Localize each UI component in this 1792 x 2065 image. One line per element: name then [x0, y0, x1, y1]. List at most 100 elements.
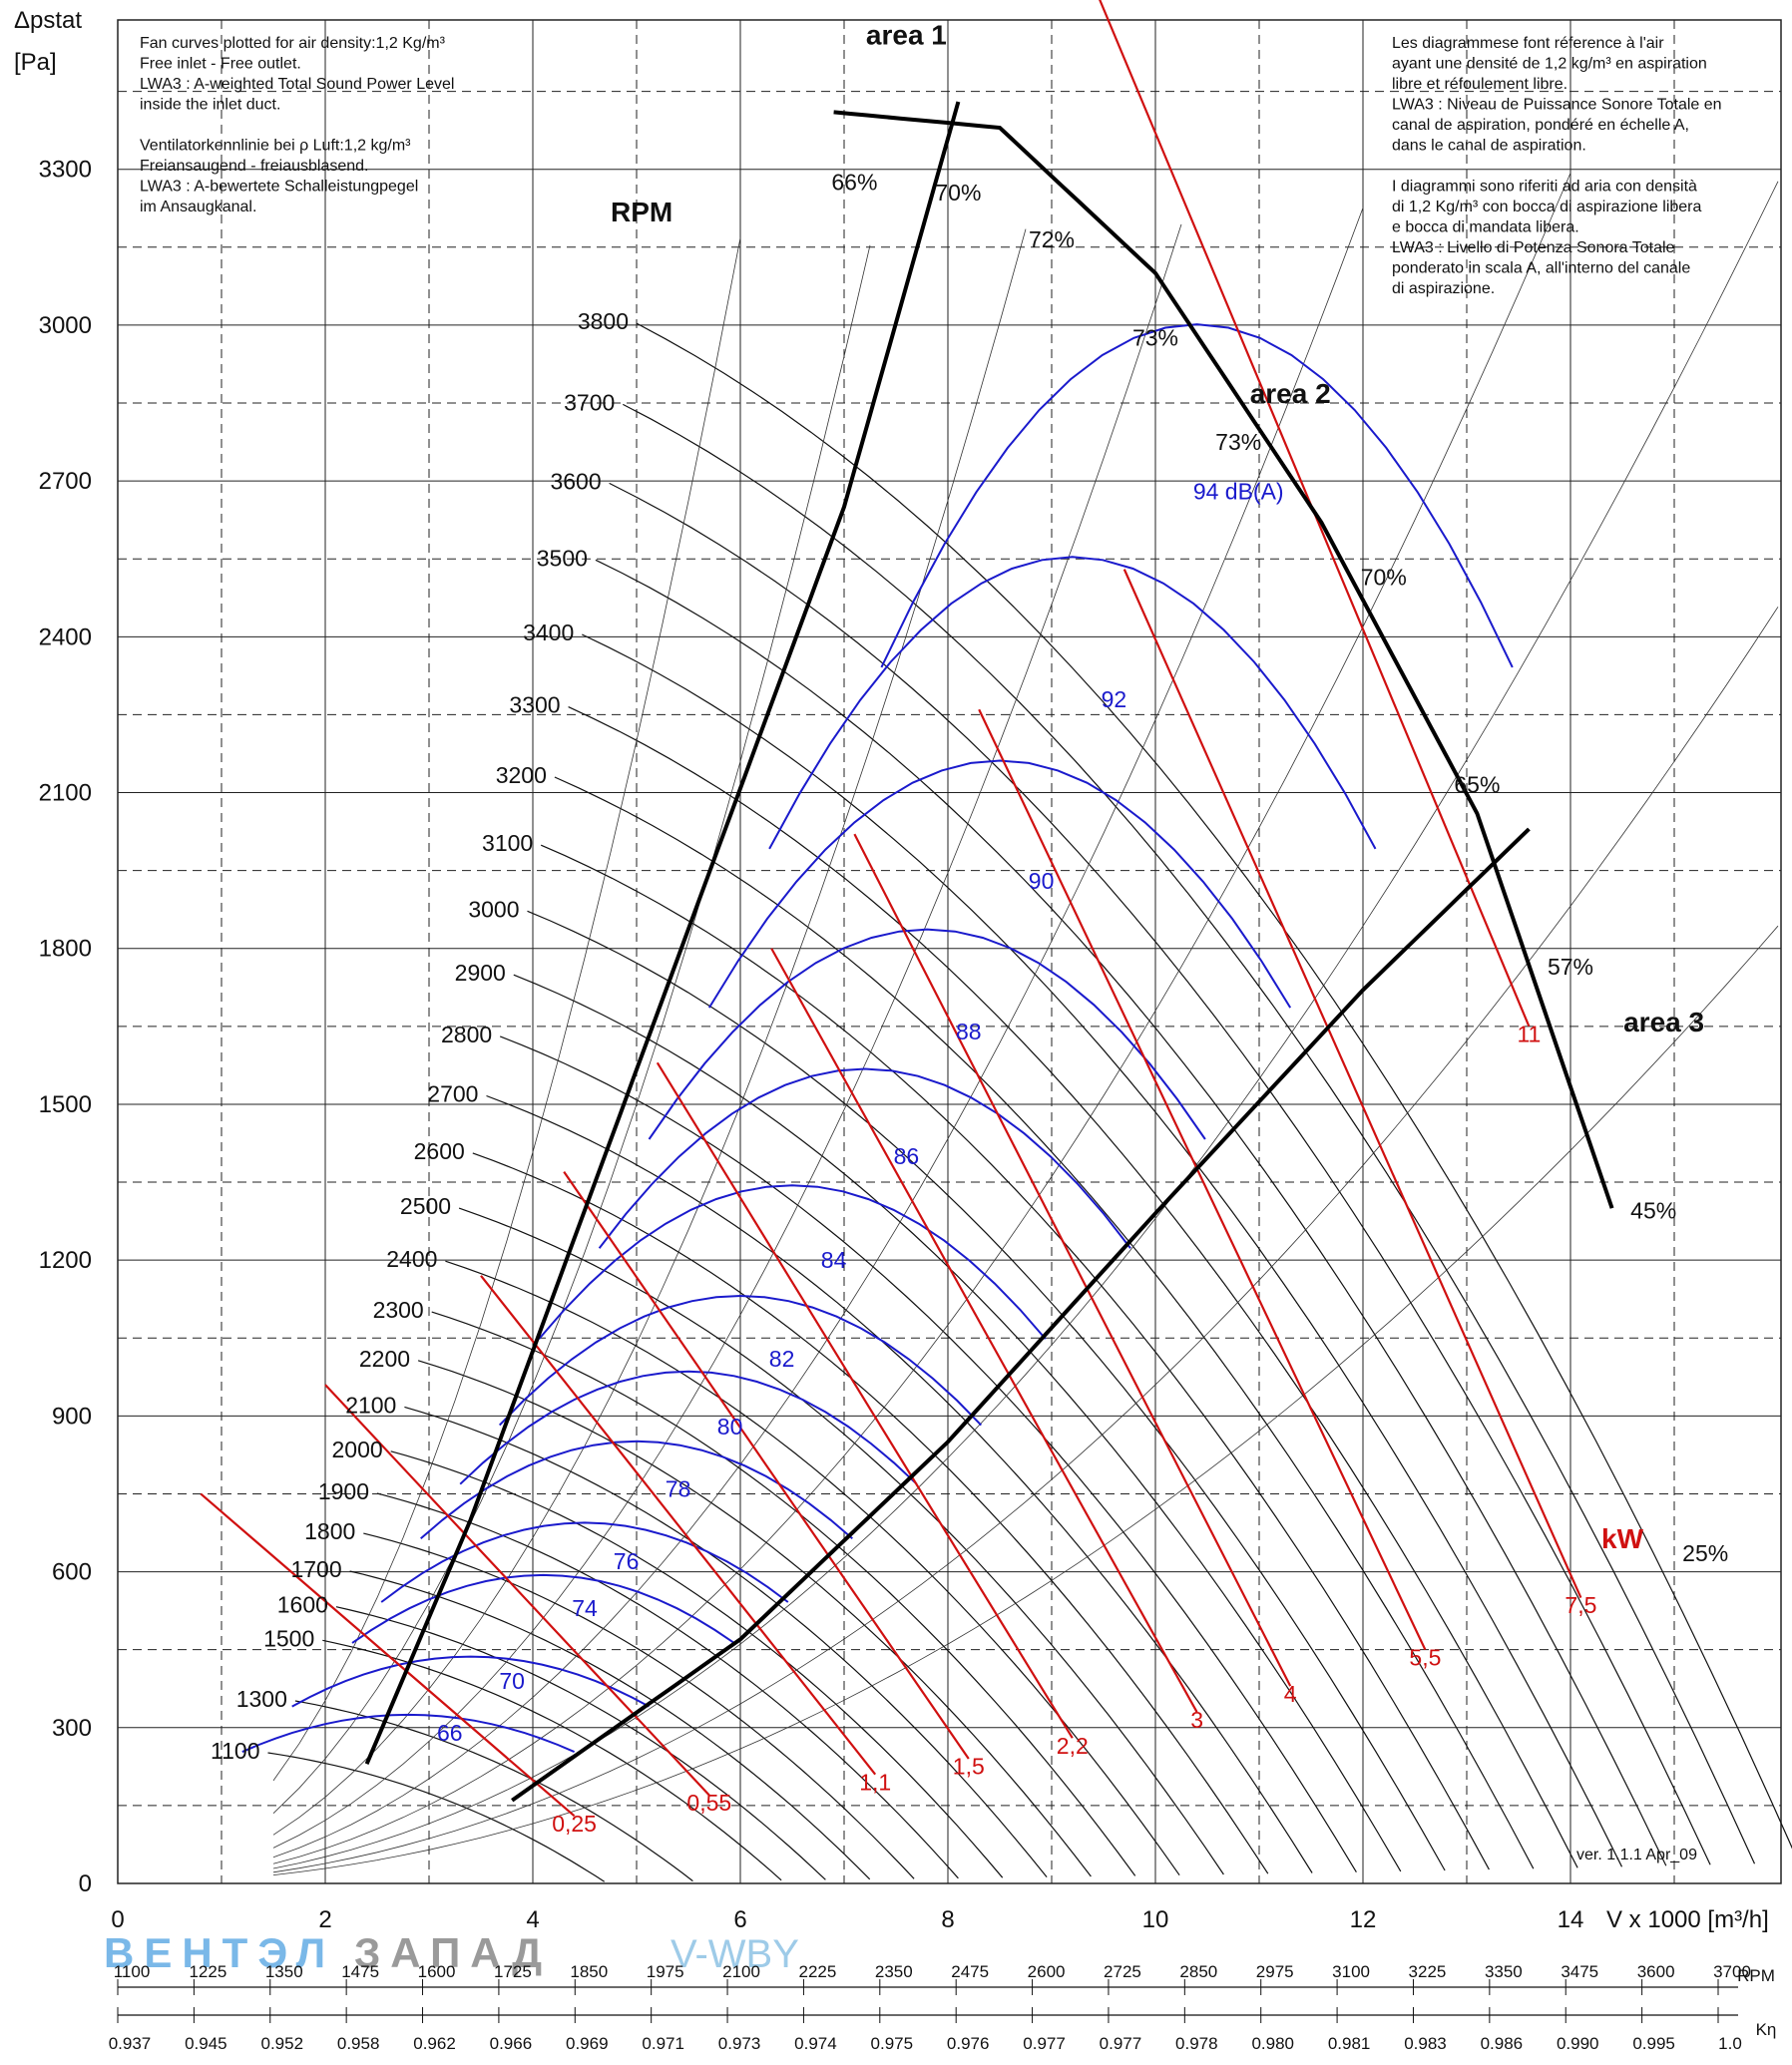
- k-scale-label: 0.977: [1023, 2034, 1066, 2053]
- k-scale-label: 0.986: [1481, 2034, 1524, 2053]
- power-label: 2,2: [1057, 1733, 1089, 1759]
- power-label: 7,5: [1565, 1592, 1596, 1618]
- rpm-label: 2000: [332, 1437, 383, 1462]
- efficiency-ray: [272, 237, 741, 1782]
- rpm-label: 2900: [455, 960, 506, 986]
- rpm-scale-label: 1850: [570, 1962, 608, 1981]
- note-line-right: LWA3 : Livello di Potenza Sonora Totale: [1392, 239, 1675, 256]
- rpm-label: 1500: [263, 1625, 314, 1651]
- rpm-scale-label: 1600: [418, 1962, 456, 1981]
- y-tick-label: 1200: [39, 1247, 92, 1274]
- rpm-label: 1900: [318, 1478, 369, 1504]
- rpm-curve: [486, 1094, 1313, 1873]
- rpm-curve: [335, 1606, 826, 1880]
- sound-level-curve: [768, 556, 1377, 850]
- note-line-right: libre et réfoulement libre.: [1392, 76, 1568, 93]
- power-line: [978, 708, 1427, 1651]
- rpm-curve: [540, 844, 1490, 1870]
- rpm-label: 3500: [537, 545, 588, 571]
- note-line-right: dans le canal de aspiration.: [1392, 138, 1586, 155]
- area-boundary-curve: [364, 101, 961, 1765]
- rpm-label: 1600: [277, 1592, 328, 1618]
- rpm-title: RPM: [611, 197, 672, 227]
- rpm-label: 2300: [373, 1297, 424, 1323]
- rpm-label: 3300: [509, 692, 560, 718]
- rpm-scale-label: 1225: [189, 1962, 226, 1981]
- power-label: 4: [1284, 1681, 1297, 1707]
- power-line: [1122, 569, 1582, 1599]
- power-line: [770, 948, 1198, 1713]
- rpm-scale-title: RPM: [1737, 1966, 1775, 1985]
- note-line-left: LWA3 : A-weighted Total Sound Power Leve…: [140, 76, 454, 93]
- note-line-right: LWA3 : Niveau de Puissance Sonore Totale…: [1392, 97, 1722, 114]
- y-tick-label: 900: [52, 1403, 92, 1430]
- rpm-label: 2500: [400, 1193, 451, 1219]
- k-scale-label: 0.969: [566, 2034, 609, 2053]
- note-line-right: Les diagrammese font réference à l'air: [1392, 35, 1664, 52]
- note-line-right: di 1,2 Kg/m³ con bocca di aspirazione li…: [1392, 199, 1701, 215]
- note-line-right: e bocca di mandata libera.: [1392, 219, 1579, 236]
- x-tick-label: 6: [733, 1906, 746, 1933]
- y-tick-label: 1800: [39, 936, 92, 963]
- efficiency-label: 70%: [935, 180, 981, 206]
- rpm-label: 2200: [359, 1346, 410, 1372]
- k-scale-label: 0.973: [718, 2034, 761, 2053]
- k-scale-label: 0.981: [1328, 2034, 1371, 2053]
- rpm-label: 3400: [523, 620, 574, 645]
- sound-level-curve: [707, 759, 1292, 1009]
- rpm-curve: [527, 910, 1446, 1871]
- rpm-curve: [294, 1700, 693, 1882]
- rpm-label: 2700: [427, 1080, 478, 1106]
- rpm-label: 1800: [304, 1518, 355, 1544]
- sound-level-label: 66: [437, 1720, 463, 1746]
- power-label: 3: [1190, 1707, 1203, 1733]
- rpm-label: 3100: [482, 830, 533, 856]
- sound-level-label: 74: [572, 1595, 598, 1621]
- rpm-label: 3800: [578, 308, 629, 334]
- k-scale-label: 0.983: [1404, 2034, 1447, 2053]
- note-line-left: Ventilatorkennlinie bei ρ Luft:1,2 kg/m³: [140, 138, 411, 155]
- efficiency-label: 70%: [1361, 564, 1407, 590]
- note-line-left: Free inlet - Free outlet.: [140, 56, 301, 73]
- rpm-scale-label: 3350: [1485, 1962, 1523, 1981]
- area-boundary-curve: [833, 110, 1614, 1209]
- rpm-scale-label: 2350: [875, 1962, 913, 1981]
- sound-level-label: 88: [956, 1019, 982, 1044]
- rpm-curve: [609, 482, 1711, 1865]
- rpm-curve: [513, 974, 1402, 1872]
- sound-level-curve: [459, 1370, 918, 1485]
- efficiency-ray: [272, 244, 871, 1814]
- k-scale-label: 0.952: [260, 2034, 303, 2053]
- sound-level-curve: [538, 1184, 1047, 1340]
- rpm-curve: [404, 1406, 1048, 1877]
- brand-left: ВЕНТЭЛ: [104, 1929, 335, 1976]
- power-line: [480, 1275, 877, 1776]
- efficiency-ray: [272, 925, 1779, 1875]
- k-scale-label: 0.971: [642, 2034, 684, 2053]
- bottom-scales: 1100 1225 1350 1475 1600 1725 1850 1975 2100 2225…: [109, 1962, 1777, 2053]
- k-scale-label: 0.995: [1632, 2034, 1675, 2053]
- power-line: [563, 1171, 970, 1760]
- rpm-scale-label: 3475: [1561, 1962, 1598, 1981]
- brand-right: ЗАПАД: [354, 1929, 552, 1976]
- x-axis-title: V x 1000 [m³/h]: [1606, 1906, 1769, 1933]
- k-scale-label: 0.976: [947, 2034, 990, 2053]
- sound-level-curve: [351, 1573, 735, 1644]
- sound-level-curve: [498, 1294, 983, 1427]
- note-line-left: Freiansaugend - freiausblasend.: [140, 158, 368, 175]
- k-scale-label: 1.0: [1718, 2034, 1742, 2053]
- sound-level-label: 92: [1102, 686, 1127, 712]
- kw-title: kW: [1601, 1523, 1644, 1554]
- y-tick-label: 2100: [39, 780, 92, 807]
- k-scale-label: 0.962: [413, 2034, 456, 2053]
- efficiency-label: 73%: [1132, 325, 1178, 351]
- k-scale-label: 0.975: [871, 2034, 914, 2053]
- note-line-right: ponderato in scala A, all'interno del ca…: [1392, 260, 1690, 277]
- efficiency-label: 66%: [831, 170, 877, 196]
- rpm-curve: [568, 706, 1578, 1868]
- k-scale-title: Kη: [1756, 2020, 1777, 2039]
- efficiency-ray: [272, 173, 1571, 1864]
- efficiency-label: 65%: [1454, 772, 1500, 798]
- y-tick-label: 0: [79, 1870, 92, 1897]
- rpm-curve: [472, 1152, 1269, 1874]
